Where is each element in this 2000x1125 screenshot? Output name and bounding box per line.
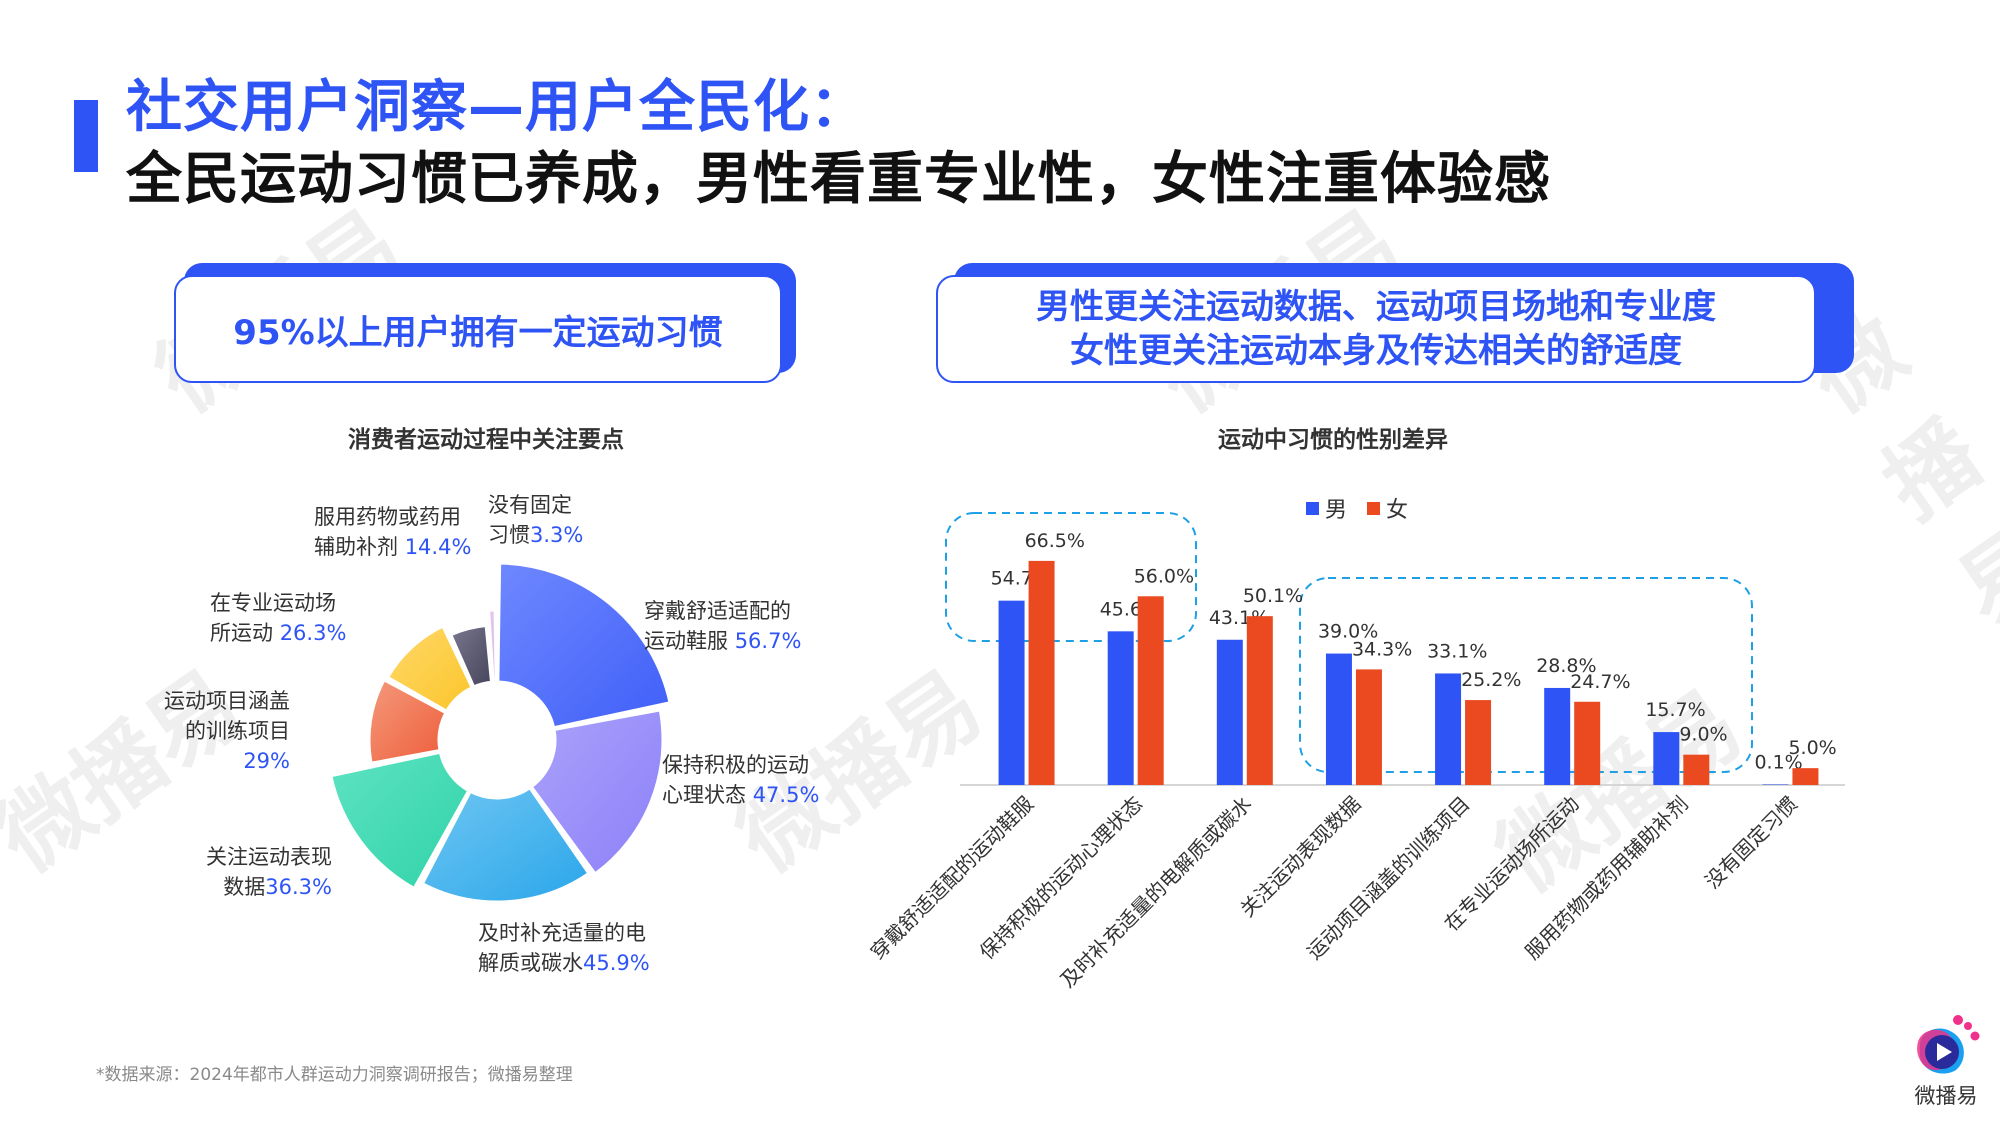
bar-male bbox=[1762, 784, 1789, 785]
bar-value-label: 50.1% bbox=[1243, 585, 1303, 607]
pie-label: 及时补充适量的电 解质或碳水45.9% bbox=[478, 921, 650, 975]
bar-value-label: 24.7% bbox=[1570, 671, 1630, 693]
pie-slice bbox=[385, 624, 475, 714]
pie-label: 穿戴舒适适配的 运动鞋服 56.7% bbox=[644, 599, 802, 653]
play-logo-icon bbox=[1917, 1015, 1980, 1074]
x-category-label: 服用药物或药用辅助补剂 bbox=[1520, 792, 1693, 965]
x-category-label: 运动项目涵盖的训练项目 bbox=[1302, 792, 1475, 965]
x-category-label: 在专业运动场所运动 bbox=[1439, 792, 1583, 936]
highlight-box-female bbox=[945, 512, 1197, 642]
bar-male bbox=[1216, 639, 1243, 785]
bar-chart-title: 运动中习惯的性别差异 bbox=[1218, 427, 1448, 453]
x-category-label: 关注运动表现数据 bbox=[1235, 792, 1365, 922]
bar-value-label: 9.0% bbox=[1679, 724, 1727, 746]
pie-chart-title: 消费者运动过程中关注要点 bbox=[348, 427, 624, 453]
legend-label-female: 女 bbox=[1386, 498, 1409, 523]
x-category-label: 保持积极的运动心理状态 bbox=[975, 792, 1148, 965]
bar-female bbox=[1574, 701, 1601, 785]
data-source-note: *数据来源：2024年都市人群运动力洞察调研报告；微播易整理 bbox=[96, 1065, 573, 1085]
bar-value-label: 56.0% bbox=[1134, 565, 1194, 587]
bar-value-label: 66.5% bbox=[1025, 530, 1085, 552]
watermark: 微播易 bbox=[1479, 671, 1761, 913]
x-category-label: 穿戴舒适适配的运动鞋服 bbox=[866, 792, 1039, 965]
pie-slice bbox=[367, 677, 448, 765]
bar-male bbox=[998, 600, 1025, 785]
bar-legend: 男 女 bbox=[1306, 492, 1408, 524]
bar-value-label: 5.0% bbox=[1788, 737, 1836, 759]
bar-male bbox=[1653, 732, 1680, 785]
bar-female bbox=[1246, 616, 1273, 785]
legend-label-male: 男 bbox=[1325, 498, 1348, 523]
pie-label: 运动项目涵盖 的训练项目 29% bbox=[164, 689, 290, 773]
x-category-label: 没有固定习惯 bbox=[1700, 792, 1802, 894]
bar-female bbox=[1137, 596, 1164, 785]
bar-female bbox=[1355, 669, 1382, 785]
bar-value-label: 43.1% bbox=[1209, 607, 1269, 629]
bar-value-label: 45.6% bbox=[1100, 598, 1160, 620]
logo-text: 微播易 bbox=[1914, 1084, 1978, 1108]
bar-female bbox=[1683, 754, 1710, 785]
pie-slice bbox=[486, 608, 498, 684]
pie-label: 保持积极的运动 心理状态 47.5% bbox=[662, 753, 820, 807]
right-callout-line2: 女性更关注运动本身及传达相关的舒适度 bbox=[1070, 331, 1682, 371]
page-title: 社交用户洞察—用户全民化： bbox=[126, 75, 867, 140]
bar-value-label: 15.7% bbox=[1645, 699, 1705, 721]
pie-label: 关注运动表现 数据36.3% bbox=[206, 845, 332, 899]
brand-logo: 微播易 bbox=[1906, 1012, 1986, 1112]
x-category-label: 及时补充适量的电解质或碳水 bbox=[1056, 792, 1257, 993]
bar-value-label: 34.3% bbox=[1352, 638, 1412, 660]
bar-female bbox=[1028, 560, 1055, 785]
highlight-box-male bbox=[1299, 577, 1753, 773]
bar-male bbox=[1435, 673, 1462, 785]
bar-value-label: 54.7% bbox=[991, 568, 1051, 590]
pie-slice bbox=[448, 623, 494, 689]
legend-swatch-female bbox=[1367, 501, 1381, 515]
left-callout-text: 95%以上用户拥有一定运动习惯 bbox=[233, 312, 723, 353]
title-accent-bar bbox=[74, 100, 98, 172]
bar-value-label: 0.1% bbox=[1754, 752, 1802, 774]
pie-slice bbox=[420, 785, 591, 904]
pie-label: 在专业运动场 所运动 26.3% bbox=[210, 591, 347, 645]
pie-label: 服用药物或药用 辅助补剂 14.4% bbox=[314, 505, 472, 559]
bar-male bbox=[1544, 687, 1571, 785]
bar-value-label: 39.0% bbox=[1318, 621, 1378, 643]
legend-swatch-male bbox=[1306, 501, 1319, 515]
bar-male bbox=[1325, 653, 1352, 785]
right-callout-line1: 男性更关注运动数据、运动项目场地和专业度 bbox=[1036, 287, 1716, 327]
pie-label: 没有固定 习惯3.3% bbox=[488, 493, 584, 547]
bar-value-label: 25.2% bbox=[1461, 669, 1521, 691]
bar-value-label: 33.1% bbox=[1427, 640, 1487, 662]
page-subtitle: 全民运动习惯已养成，男性看重专业性，女性注重体验感 bbox=[126, 147, 1551, 212]
bar-value-label: 28.8% bbox=[1536, 655, 1596, 677]
bar-female bbox=[1792, 768, 1819, 785]
pie-slice bbox=[529, 708, 665, 876]
pie-slice bbox=[329, 750, 471, 891]
bar-male bbox=[1107, 631, 1134, 785]
bar-female bbox=[1465, 700, 1492, 785]
